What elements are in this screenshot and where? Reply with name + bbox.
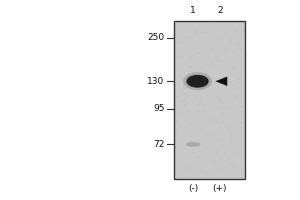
Text: 72: 72: [153, 140, 165, 149]
Text: 95: 95: [153, 104, 165, 113]
Text: 1: 1: [190, 6, 196, 15]
Text: (-): (-): [188, 184, 198, 193]
Text: 130: 130: [147, 77, 165, 86]
Text: (+): (+): [213, 184, 227, 193]
Bar: [174, 21, 245, 179]
Text: 250: 250: [147, 33, 165, 42]
Text: 2: 2: [217, 6, 223, 15]
Ellipse shape: [186, 142, 200, 147]
Ellipse shape: [183, 72, 212, 90]
Polygon shape: [215, 77, 227, 86]
Ellipse shape: [186, 75, 209, 88]
